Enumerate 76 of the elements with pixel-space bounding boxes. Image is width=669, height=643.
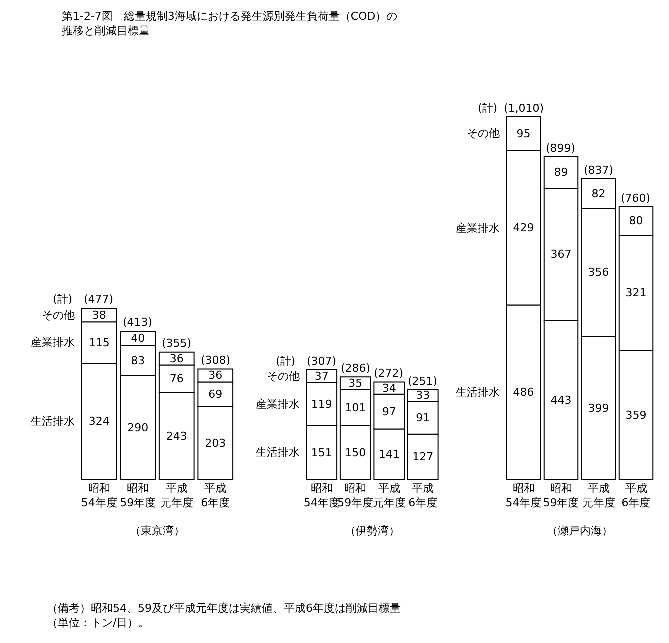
- data-label: 399: [588, 402, 610, 415]
- data-label: 80: [629, 214, 644, 228]
- text: (計): [53, 293, 73, 306]
- text: (計): [276, 355, 296, 368]
- data-label: 95: [516, 127, 531, 140]
- series-label: その他: [267, 370, 300, 383]
- data-label: 359: [626, 408, 647, 422]
- x-tick-label: 昭和59年度: [543, 482, 580, 510]
- data-label: 429: [513, 222, 534, 235]
- data-label: 69: [208, 388, 223, 402]
- data-label: 38: [92, 308, 106, 322]
- total-label: (251): [408, 375, 438, 388]
- series-label: 産業排水: [256, 398, 300, 411]
- total-label: (272): [374, 367, 404, 380]
- total-label: (760): [621, 192, 651, 205]
- total-label: (899): [546, 142, 576, 155]
- data-label: 321: [626, 286, 647, 300]
- data-label: 33: [416, 389, 430, 402]
- total-label: (477): [84, 293, 114, 306]
- data-label: 203: [205, 437, 226, 450]
- x-tick-label: 平成6年度: [201, 482, 230, 510]
- total-label: (355): [162, 337, 192, 350]
- data-label: 40: [131, 332, 146, 346]
- x-tick-label: 平成元年度: [372, 482, 406, 510]
- x-tick-label: 平成6年度: [622, 482, 651, 510]
- data-label: 127: [412, 450, 434, 464]
- total-label: (286): [341, 362, 371, 375]
- total-label: (413): [123, 316, 153, 329]
- data-label: 150: [345, 446, 366, 460]
- series-label: 生活排水: [31, 415, 75, 428]
- data-label: 34: [382, 382, 396, 395]
- data-label: 486: [513, 386, 534, 400]
- x-tick-label: 平成6年度: [408, 482, 438, 510]
- data-label: 290: [128, 421, 149, 434]
- data-label: 37: [314, 370, 329, 383]
- data-label: 101: [345, 401, 366, 414]
- data-label: 119: [311, 398, 332, 411]
- data-label: 115: [88, 336, 110, 350]
- total-label: (308): [201, 354, 231, 367]
- series-label: その他: [42, 309, 75, 322]
- data-label: 151: [311, 446, 332, 460]
- series-label: 生活排水: [256, 446, 300, 459]
- x-tick-label: 昭和54年度: [506, 482, 542, 510]
- data-label: 76: [170, 372, 184, 386]
- total-label: (1,010): [504, 102, 544, 115]
- x-tick-label: 平成元年度: [582, 482, 616, 510]
- text: （備考）昭和54、59及び平成元年度は実績値、平成6年度は削減目標量（単位：トン/日）。: [47, 602, 401, 630]
- x-axis-title: （伊勢湾）: [345, 524, 400, 538]
- x-axis-title: （瀬戸内海）: [547, 524, 613, 538]
- series-label: 産業排水: [456, 222, 500, 235]
- data-label: 97: [382, 405, 396, 418]
- data-label: 36: [208, 369, 223, 382]
- data-label: 89: [554, 166, 568, 180]
- x-tick-label: 昭和54年度: [304, 482, 340, 510]
- total-label: (307): [307, 355, 337, 368]
- data-label: 243: [166, 430, 188, 443]
- text: (計): [478, 102, 498, 115]
- x-tick-label: 昭和59年度: [120, 482, 156, 510]
- series-label: その他: [467, 127, 500, 140]
- data-label: 443: [550, 394, 572, 407]
- chart-title: 第1-2-7図 総量規制3海域における発生源別発生負荷量（COD）の推移と削減目標量: [62, 10, 398, 38]
- data-label: 367: [550, 248, 572, 262]
- data-label: 35: [348, 376, 363, 390]
- x-axis-title: （東京湾）: [130, 524, 185, 538]
- data-label: 324: [88, 415, 110, 428]
- total-label: (837): [584, 164, 614, 177]
- x-tick-label: 平成元年度: [160, 482, 194, 510]
- series-label: 産業排水: [31, 336, 75, 349]
- data-label: 36: [170, 352, 184, 366]
- data-label: 83: [131, 354, 146, 368]
- data-label: 356: [588, 266, 610, 280]
- series-label: 生活排水: [456, 386, 500, 399]
- x-tick-label: 昭和54年度: [81, 482, 118, 510]
- data-label: 141: [378, 448, 400, 462]
- data-label: 82: [592, 187, 606, 200]
- data-label: 91: [416, 411, 430, 424]
